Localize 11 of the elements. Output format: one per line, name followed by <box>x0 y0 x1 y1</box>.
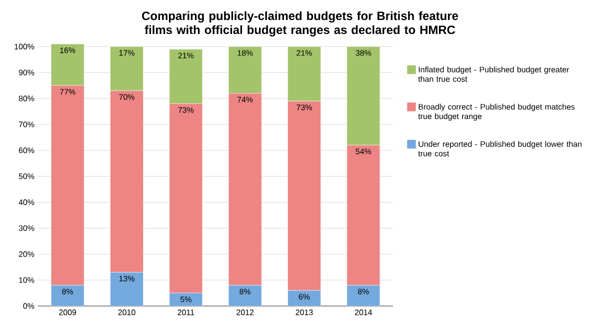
bar <box>110 272 144 306</box>
bar <box>50 44 84 86</box>
bar <box>346 46 380 146</box>
bar <box>228 285 262 306</box>
bar <box>228 46 262 94</box>
bar <box>346 285 380 306</box>
bar <box>169 49 203 104</box>
bar <box>288 46 321 102</box>
chart-title: Comparing publicly-claimed budgets for British feature films with official budget ranges as declared to HMRC <box>142 11 458 36</box>
bar <box>110 46 144 91</box>
bar <box>50 285 84 306</box>
